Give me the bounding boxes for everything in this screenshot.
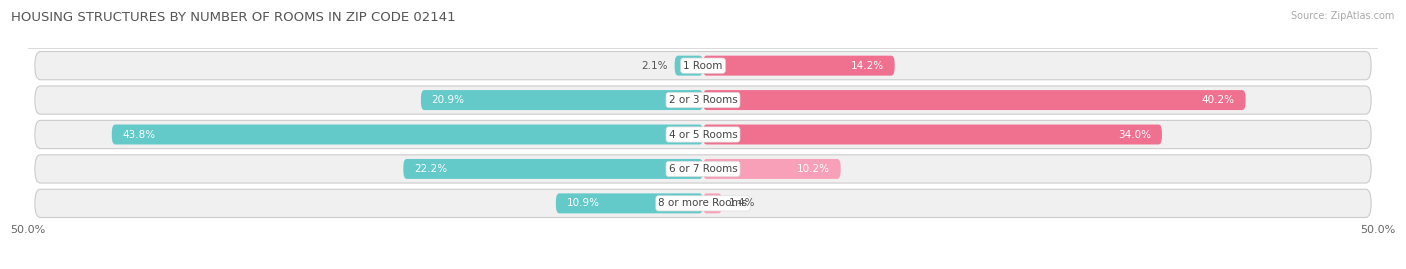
Text: HOUSING STRUCTURES BY NUMBER OF ROOMS IN ZIP CODE 02141: HOUSING STRUCTURES BY NUMBER OF ROOMS IN… — [11, 11, 456, 24]
FancyBboxPatch shape — [112, 125, 703, 144]
Text: 2.1%: 2.1% — [641, 61, 668, 71]
FancyBboxPatch shape — [35, 52, 1371, 80]
Text: Source: ZipAtlas.com: Source: ZipAtlas.com — [1291, 11, 1395, 21]
Text: 10.9%: 10.9% — [567, 198, 600, 208]
FancyBboxPatch shape — [35, 189, 1371, 217]
FancyBboxPatch shape — [703, 125, 1161, 144]
Text: 22.2%: 22.2% — [415, 164, 447, 174]
Text: 2 or 3 Rooms: 2 or 3 Rooms — [669, 95, 737, 105]
FancyBboxPatch shape — [675, 56, 703, 76]
Text: 4 or 5 Rooms: 4 or 5 Rooms — [669, 129, 737, 140]
Text: 6 or 7 Rooms: 6 or 7 Rooms — [669, 164, 737, 174]
FancyBboxPatch shape — [555, 193, 703, 213]
FancyBboxPatch shape — [35, 86, 1371, 114]
FancyBboxPatch shape — [703, 90, 1246, 110]
Text: 10.2%: 10.2% — [797, 164, 830, 174]
Text: 20.9%: 20.9% — [432, 95, 465, 105]
FancyBboxPatch shape — [703, 193, 721, 213]
FancyBboxPatch shape — [404, 159, 703, 179]
FancyBboxPatch shape — [35, 121, 1371, 148]
Text: 40.2%: 40.2% — [1202, 95, 1234, 105]
Text: 34.0%: 34.0% — [1118, 129, 1152, 140]
Text: 14.2%: 14.2% — [851, 61, 884, 71]
FancyBboxPatch shape — [703, 56, 894, 76]
FancyBboxPatch shape — [35, 155, 1371, 183]
Text: 1.4%: 1.4% — [728, 198, 755, 208]
FancyBboxPatch shape — [420, 90, 703, 110]
FancyBboxPatch shape — [703, 159, 841, 179]
Text: 1 Room: 1 Room — [683, 61, 723, 71]
Text: 8 or more Rooms: 8 or more Rooms — [658, 198, 748, 208]
Text: 43.8%: 43.8% — [122, 129, 156, 140]
